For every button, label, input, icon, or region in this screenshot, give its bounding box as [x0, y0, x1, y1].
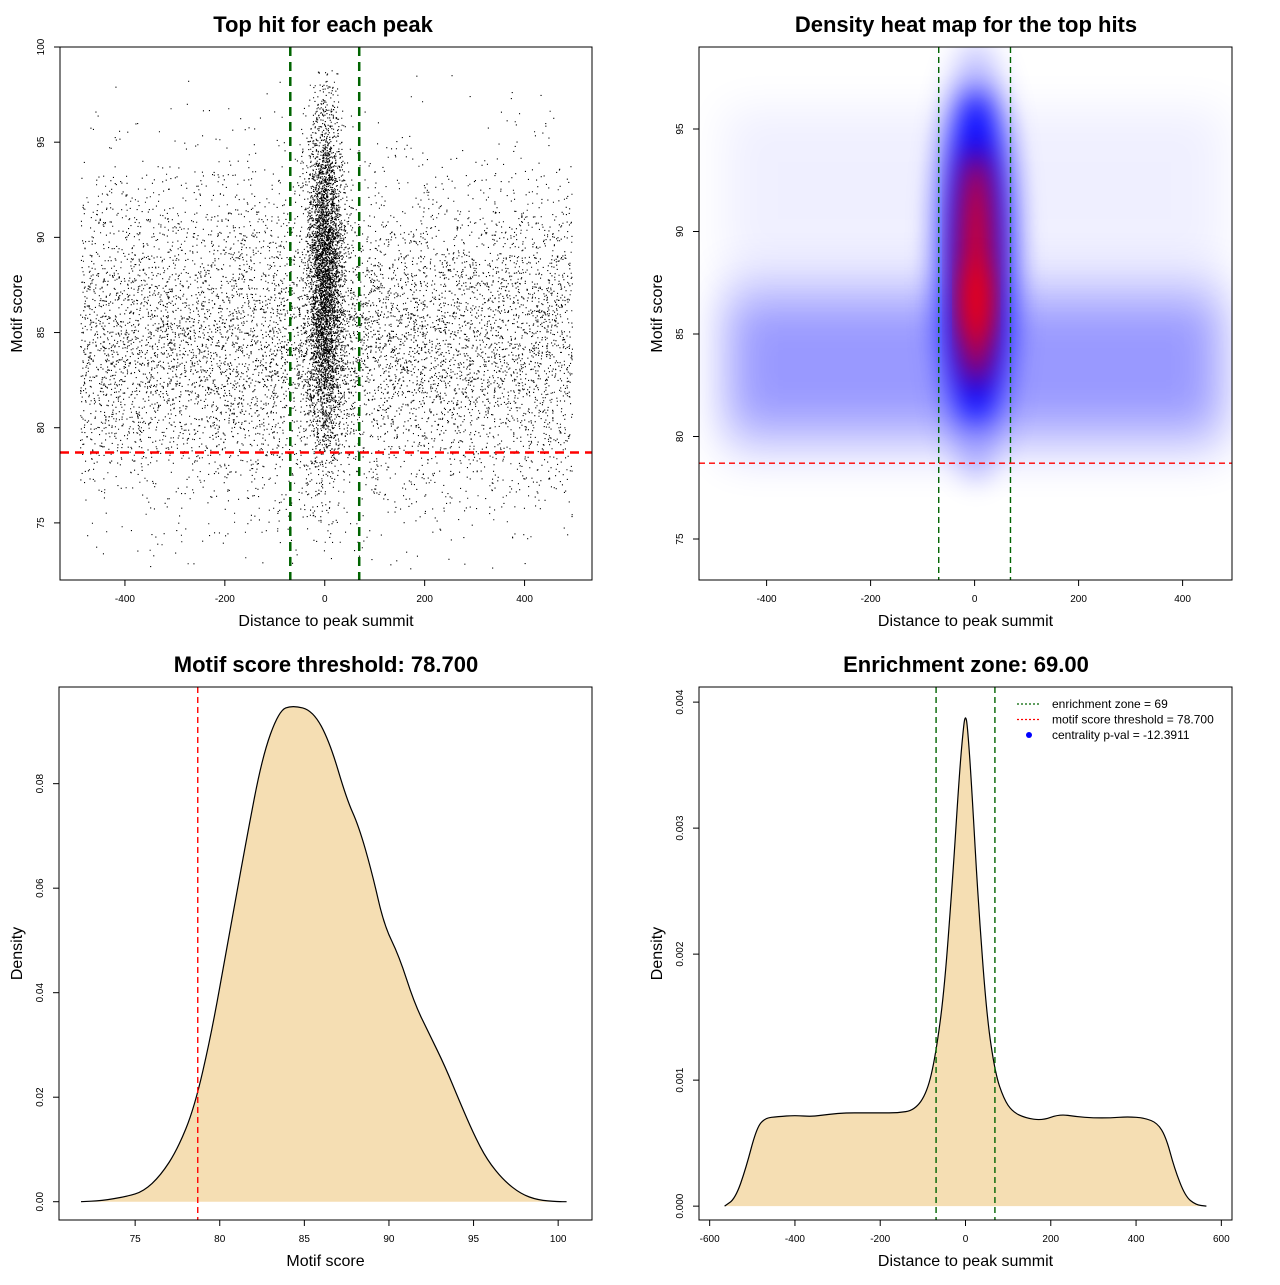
y-tick-label: 0.00: [35, 1192, 46, 1212]
x-tick-label: -200: [861, 594, 881, 605]
x-tick-label: 600: [1213, 1234, 1230, 1245]
y-tick-label: 0.04: [35, 983, 46, 1003]
y-tick-label: 0.08: [35, 774, 46, 794]
plot-frame: [59, 46, 593, 581]
plot-frame: [58, 686, 593, 1221]
density-curve: [724, 717, 1207, 1207]
y-tick-label: 75: [36, 517, 47, 529]
x-axis-label: Distance to peak summit: [878, 1253, 1054, 1270]
density-curve: [80, 706, 567, 1203]
y-tick-label: 95: [36, 136, 47, 148]
legend-label: centrality p-val = -12.3911: [1052, 728, 1190, 742]
x-tick-label: -400: [785, 1234, 805, 1245]
panel-scatter: -400 -200 0 200 400 75 80 85 90 95 100 Top hit for …: [9, 12, 593, 630]
x-tick-label: -600: [700, 1234, 720, 1245]
x-tick-label: 0: [972, 594, 978, 605]
chart-title: Density heat map for the top hits: [795, 12, 1137, 37]
x-tick-label: -400: [757, 594, 777, 605]
legend: enrichment zone = 69 motif score threshol…: [1017, 697, 1214, 742]
chart-title: Enrichment zone: 69.00: [843, 652, 1089, 677]
panel-heatmap: -400 -200 0 200 400 75 80 85 90 95 Density heat ma…: [649, 12, 1233, 630]
density-area: [724, 717, 1207, 1207]
x-tick-label: -200: [870, 1234, 890, 1245]
x-tick-label: 200: [416, 594, 433, 605]
plot-frame: [698, 46, 1233, 581]
y-tick-label: 80: [36, 422, 47, 434]
y-tick-label: 0.003: [675, 815, 686, 840]
scatter-points: [80, 70, 573, 570]
x-tick-label: 200: [1042, 1234, 1059, 1245]
y-axis-label: Density: [649, 927, 666, 980]
y-tick-label: 0.001: [675, 1067, 686, 1092]
y-axis-label: Motif score: [9, 274, 26, 352]
y-tick-label: 0.02: [35, 1087, 46, 1107]
x-axis-label: Distance to peak summit: [238, 613, 414, 630]
chart-title: Top hit for each peak: [213, 12, 433, 37]
scatter-point-marks: [80, 70, 573, 570]
y-tick-label: 0.000: [675, 1193, 686, 1218]
panel-distance-density: -600 -400 -200 0 200 400 600 0.000 0.001 0.002 0.0…: [649, 652, 1233, 1270]
legend-label: motif score threshold = 78.700: [1052, 713, 1214, 727]
y-tick-label: 90: [36, 231, 47, 243]
x-tick-label: 200: [1070, 594, 1087, 605]
legend-label: enrichment zone = 69: [1052, 697, 1168, 711]
y-tick-label: 100: [36, 38, 47, 55]
heatmap-core-red-low: [964, 263, 989, 344]
x-tick-label: 400: [1128, 1234, 1145, 1245]
x-tick-label: 400: [1174, 594, 1191, 605]
x-tick-label: 85: [299, 1234, 311, 1245]
x-tick-label: 0: [322, 594, 328, 605]
x-tick-label: 75: [130, 1234, 142, 1245]
x-tick-label: 95: [468, 1234, 480, 1245]
x-axis-label: Motif score: [286, 1253, 364, 1270]
density-area: [81, 706, 567, 1202]
y-tick-label: 90: [675, 226, 686, 238]
x-tick-label: 100: [550, 1234, 567, 1245]
y-tick-label: 0.002: [675, 941, 686, 966]
y-tick-label: 75: [675, 533, 686, 545]
x-tick-label: 400: [516, 594, 533, 605]
x-tick-label: -400: [115, 594, 135, 605]
x-tick-label: 90: [383, 1234, 395, 1245]
y-tick-label: 0.06: [35, 878, 46, 898]
heatmap-density: [699, 47, 1232, 580]
y-tick-label: 85: [36, 327, 47, 339]
y-tick-label: 80: [675, 431, 686, 443]
y-axis-label: Density: [9, 927, 26, 980]
x-tick-label: 80: [214, 1234, 226, 1245]
legend-marker-dot: [1026, 732, 1032, 738]
panel-score-density: 75 80 85 90 95 100 0.00 0.02 0.04 0.06 0.08 Motif s…: [9, 652, 593, 1270]
y-tick-label: 85: [675, 328, 686, 340]
x-axis-label: Distance to peak summit: [878, 613, 1054, 630]
x-tick-label: 0: [963, 1234, 969, 1245]
y-tick-label: 0.004: [675, 689, 686, 714]
chart-title: Motif score threshold: 78.700: [174, 652, 478, 677]
y-tick-label: 95: [675, 123, 686, 135]
y-axis-label: Motif score: [649, 274, 666, 352]
x-tick-label: -200: [215, 594, 235, 605]
